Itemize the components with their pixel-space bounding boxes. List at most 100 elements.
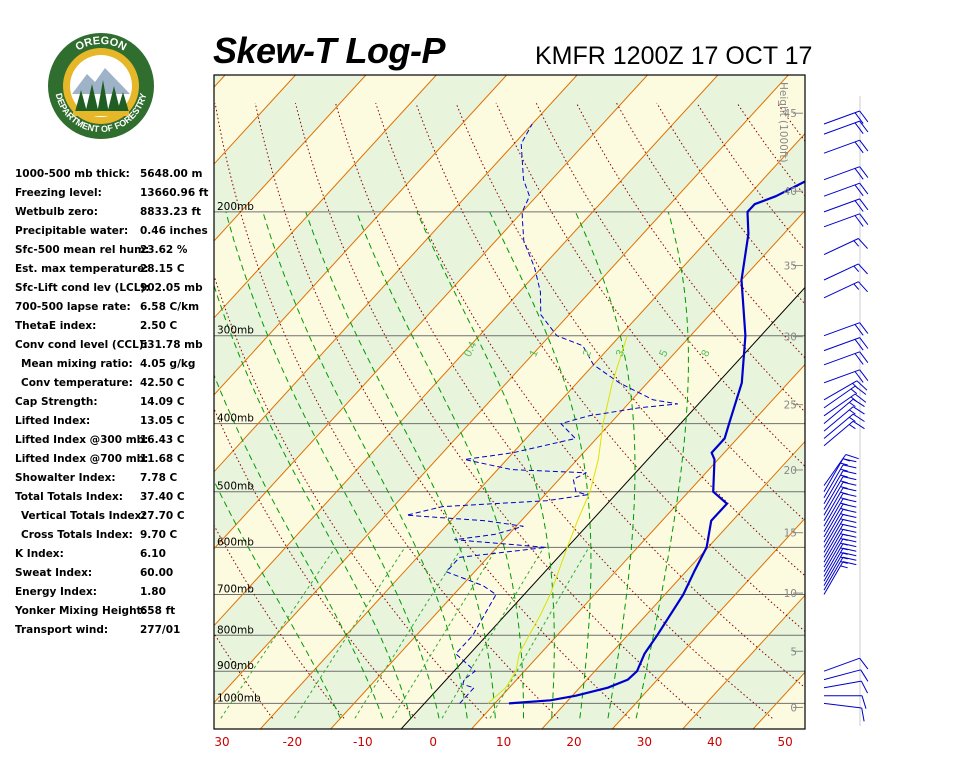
wind-barb-feather — [842, 470, 857, 475]
index-row: Lifted Index @300 mb: 16.43 C — [15, 434, 215, 453]
wind-barb-feather — [842, 464, 857, 469]
wind-barb-half-feather — [840, 561, 848, 564]
wind-barb-feather — [860, 680, 869, 694]
wind-barb-staff — [823, 476, 844, 510]
index-label: Lifted Index @300 mb: — [15, 434, 149, 446]
wind-barb-feather — [858, 238, 868, 249]
wind-barb-feather — [854, 324, 864, 336]
wind-barb-feather — [854, 184, 864, 197]
wind-barb — [823, 702, 865, 722]
pressure-label: 900mb — [217, 660, 254, 672]
wind-barb-feather — [859, 139, 869, 152]
wind-barb — [824, 695, 867, 709]
wind-barb-half-feather — [840, 523, 848, 527]
moist-adiabat-line — [489, 211, 592, 719]
wind-barb-half-feather — [840, 462, 848, 466]
wind-barb — [823, 198, 869, 213]
index-value: 42.50 C — [140, 377, 185, 389]
wind-barb-feather — [859, 110, 869, 123]
mixing-ratio-line — [293, 547, 406, 719]
wind-barb-half-feather — [840, 565, 848, 569]
wind-barb-feather — [859, 322, 869, 334]
index-value: 658 ft — [140, 605, 176, 617]
wind-barb-staff — [823, 538, 844, 573]
mixing-ratio-label: 0.4 — [462, 340, 479, 359]
wind-barb-staff — [823, 198, 860, 213]
wind-barb-half-feather — [840, 528, 848, 532]
isotherm-line — [682, 594, 805, 729]
wind-barb-feather — [854, 215, 864, 227]
wind-barb — [823, 263, 868, 281]
index-row: Sweat Index: 60.00 — [15, 567, 215, 586]
index-value: 277/01 — [140, 624, 181, 636]
index-value: 902.05 mb — [140, 282, 203, 294]
index-value: 0.46 inches — [140, 225, 208, 237]
height-tick-label: 30 — [784, 332, 797, 344]
index-label: Vertical Totals Index: — [21, 510, 146, 522]
wind-barb-half-feather — [853, 265, 860, 273]
wind-barb-staff — [823, 503, 844, 538]
wind-barb-staff — [823, 351, 860, 366]
logo-text-top: OREGON — [74, 35, 129, 54]
index-label: Yonker Mixing Height: — [15, 605, 146, 617]
dry-adiabat-line — [214, 407, 416, 719]
wind-barb-staff — [823, 166, 860, 181]
index-row: Transport wind: 277/01 — [15, 624, 215, 643]
height-tick-label: 0 — [790, 702, 797, 714]
index-value: 16.43 C — [140, 434, 185, 446]
index-row: Est. max temperature: 28.15 C — [15, 263, 215, 282]
index-row: Vertical Totals Index: 27.70 C — [15, 510, 215, 529]
wind-barb — [823, 464, 857, 499]
wind-barb — [823, 413, 865, 439]
dry-adiabat-line — [455, 102, 805, 577]
wind-barb-staff — [823, 120, 860, 135]
wind-barb — [823, 508, 857, 543]
wind-barb-feather — [852, 406, 865, 415]
wind-barb-feather — [845, 454, 859, 460]
wind-barb-feather — [852, 413, 865, 422]
index-label: Lifted Index @700 mb: — [15, 453, 149, 465]
wind-barb-half-feather — [840, 497, 848, 501]
wind-barb-half-feather — [840, 556, 848, 560]
wind-barb-feather — [852, 420, 865, 430]
x-tick-label: 40 — [707, 735, 722, 749]
wind-barb — [823, 110, 869, 125]
isotherm-line — [330, 209, 805, 729]
height-tick-label: 5 — [790, 646, 797, 658]
index-value: 37.40 C — [140, 491, 185, 503]
index-row: ThetaE index: 2.50 C — [15, 320, 215, 339]
index-label: Precipitable water: — [15, 225, 129, 237]
height-tick-label: 15 — [784, 528, 797, 540]
index-value: 531.78 mb — [140, 339, 203, 351]
chart-title: Skew-T Log-P — [213, 30, 446, 71]
wind-barb-feather — [858, 263, 868, 275]
wind-barb-half-feather — [840, 491, 848, 495]
pressure-label: 1000mb — [217, 692, 261, 704]
wind-barb-half-feather — [840, 552, 848, 555]
wind-barb-staff — [823, 657, 860, 672]
index-row: Wetbulb zero: 8833.23 ft — [15, 206, 215, 225]
wind-barb — [823, 120, 869, 135]
dry-adiabat-line — [214, 524, 345, 719]
wind-barb-staff — [823, 182, 860, 197]
pressure-label: 600mb — [217, 536, 254, 548]
wind-barb-feather — [842, 476, 857, 481]
moist-adiabat-line — [214, 283, 412, 719]
moist-adiabat-line — [635, 211, 689, 719]
index-label: Lifted Index: — [15, 415, 91, 427]
isotherm-line — [214, 75, 367, 242]
height-tick-label: 25 — [784, 400, 797, 412]
index-value: 13660.96 ft — [140, 187, 209, 199]
index-value: 2.50 C — [140, 320, 178, 332]
height-axis-label: Height (1000ft) — [777, 82, 789, 163]
moist-adiabat-line — [575, 211, 636, 719]
wind-barb-staff — [823, 281, 859, 299]
station-time-label: KMFR 1200Z 17 OCT 17 — [535, 42, 813, 70]
wind-barb — [823, 369, 869, 384]
wind-barb — [823, 380, 868, 401]
wind-barb-feather — [861, 707, 865, 722]
wind-barb-staff — [823, 561, 844, 595]
mixing-ratio-line — [489, 547, 590, 719]
height-tick-label: 40 — [784, 186, 797, 198]
